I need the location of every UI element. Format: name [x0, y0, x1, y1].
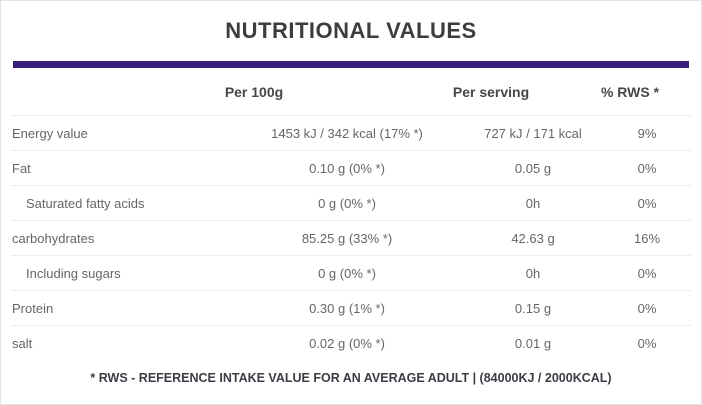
value-per-100g: 0.30 g (1% *) — [309, 300, 385, 316]
page-title: NUTRITIONAL VALUES — [225, 18, 477, 43]
value-per-serving: 0h — [525, 195, 541, 211]
nutrient-name: Fat — [12, 160, 31, 176]
nutrient-name: salt — [12, 336, 33, 351]
title-bar: NUTRITIONAL VALUES — [1, 1, 701, 61]
value-per-100g: 0.02 g (0% *) — [309, 336, 385, 351]
value-per-serving: 0.15 g — [514, 300, 552, 316]
column-header-rws: % RWS * — [600, 83, 660, 100]
table-header-row: Per 100g Per serving % RWS * — [11, 68, 691, 116]
value-per-serving: 727 kJ / 171 kcal — [484, 125, 582, 141]
table-row: Including sugars 0 g (0% *) 0h 0% — [11, 256, 691, 291]
value-per-serving: 0.01 g — [514, 336, 552, 351]
value-rws-percent: 0% — [637, 160, 657, 176]
value-per-serving: 42.63 g — [511, 230, 555, 246]
table-row: Protein 0.30 g (1% *) 0.15 g 0% — [11, 291, 691, 326]
table-row: salt 0.02 g (0% *) 0.01 g 0% — [11, 326, 691, 361]
nutrient-name: Including sugars — [26, 265, 121, 281]
nutrient-name: carbohydrates — [12, 230, 95, 246]
rws-footnote: * RWS - REFERENCE INTAKE VALUE FOR AN AV… — [90, 371, 612, 385]
accent-divider — [13, 61, 689, 68]
value-rws-percent: 0% — [637, 300, 657, 316]
value-rws-percent: 0% — [637, 265, 657, 281]
table-row: Fat 0.10 g (0% *) 0.05 g 0% — [11, 151, 691, 186]
value-rws-percent: 0% — [637, 336, 657, 351]
column-header-per-serving: Per serving — [452, 83, 530, 100]
value-per-100g: 0.10 g (0% *) — [309, 160, 385, 176]
value-rws-percent: 16% — [633, 230, 661, 246]
value-rws-percent: 0% — [637, 195, 657, 211]
nutrient-name: Energy value — [12, 125, 88, 141]
nutrient-name: Protein — [12, 300, 54, 316]
value-rws-percent: 9% — [637, 125, 657, 141]
value-per-100g: 85.25 g (33% *) — [301, 230, 393, 246]
table-row: Saturated fatty acids 0 g (0% *) 0h 0% — [11, 186, 691, 221]
value-per-100g: 1453 kJ / 342 kcal (17% *) — [271, 125, 423, 141]
table-body: Energy value 1453 kJ / 342 kcal (17% *) … — [11, 116, 691, 361]
value-per-100g: 0 g (0% *) — [318, 195, 376, 211]
table-row: Energy value 1453 kJ / 342 kcal (17% *) … — [11, 116, 691, 151]
value-per-100g: 0 g (0% *) — [318, 265, 376, 281]
value-per-serving: 0.05 g — [514, 160, 552, 176]
value-per-serving: 0h — [525, 265, 541, 281]
table-row: carbohydrates 85.25 g (33% *) 42.63 g 16… — [11, 221, 691, 256]
column-header-per-100g: Per 100g — [224, 83, 284, 100]
nutrient-name: Saturated fatty acids — [26, 195, 145, 211]
